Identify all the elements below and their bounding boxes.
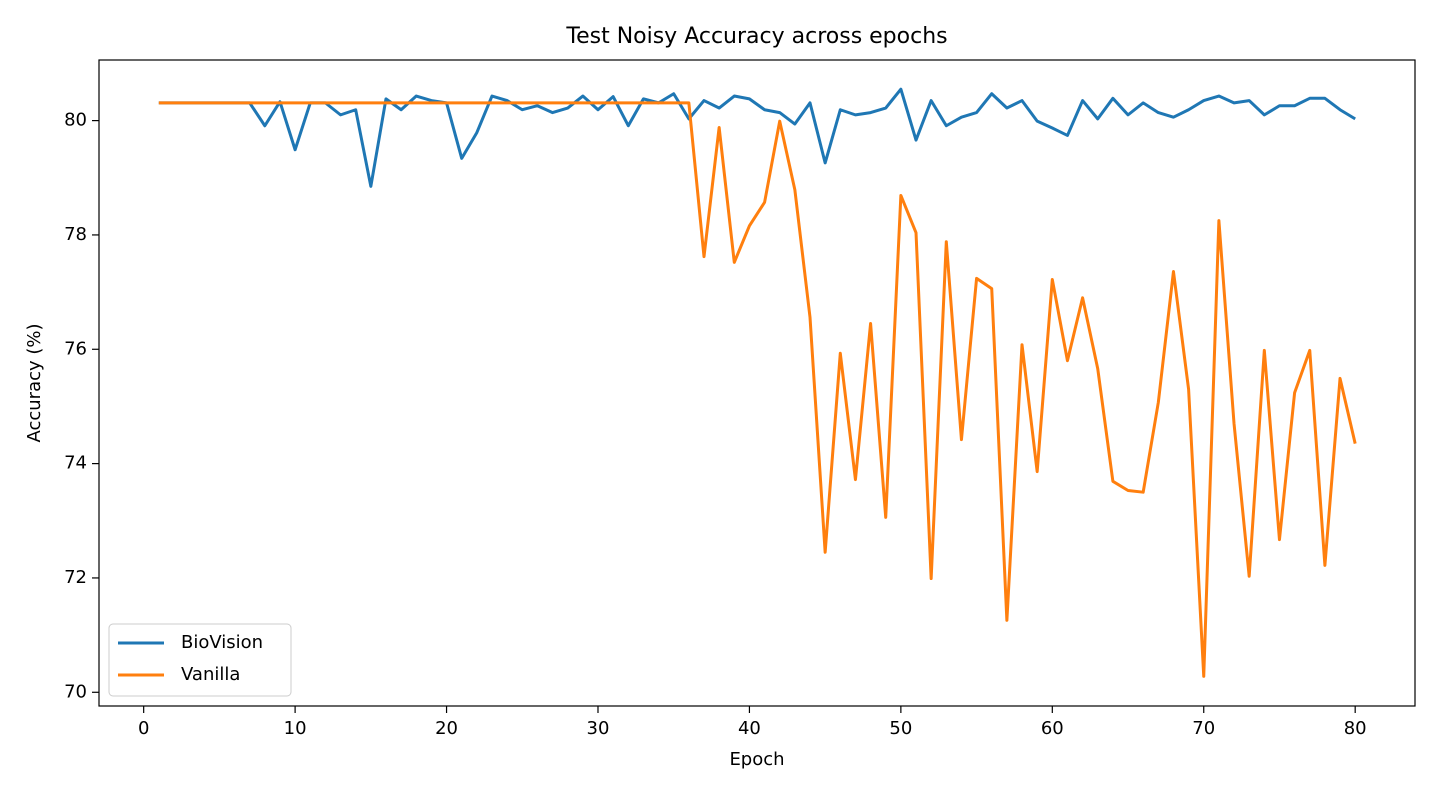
legend-label: BioVision <box>181 632 263 653</box>
legend-label: Vanilla <box>181 664 240 685</box>
y-tick-label: 76 <box>64 338 87 359</box>
y-axis-label: Accuracy (%) <box>24 323 45 442</box>
x-tick-label: 50 <box>889 718 912 739</box>
x-axis-label: Epoch <box>729 749 784 770</box>
x-tick-label: 80 <box>1344 718 1367 739</box>
y-tick-label: 78 <box>64 224 87 245</box>
y-tick-label: 80 <box>64 110 87 131</box>
y-tick-label: 74 <box>64 453 87 474</box>
series-line <box>158 87 1356 188</box>
y-tick-label: 70 <box>64 681 87 702</box>
y-tick-label: 72 <box>64 567 87 588</box>
series-line <box>158 101 1357 678</box>
x-tick-label: 40 <box>738 718 761 739</box>
x-tick-label: 10 <box>284 718 307 739</box>
chart-title: Test Noisy Accuracy across epochs <box>565 24 947 49</box>
plot-frame <box>98 59 1416 707</box>
x-tick-label: 20 <box>435 718 458 739</box>
x-tick-label: 70 <box>1192 718 1215 739</box>
x-tick-label: 60 <box>1041 718 1064 739</box>
x-tick-label: 0 <box>138 718 149 739</box>
x-tick-label: 30 <box>587 718 610 739</box>
